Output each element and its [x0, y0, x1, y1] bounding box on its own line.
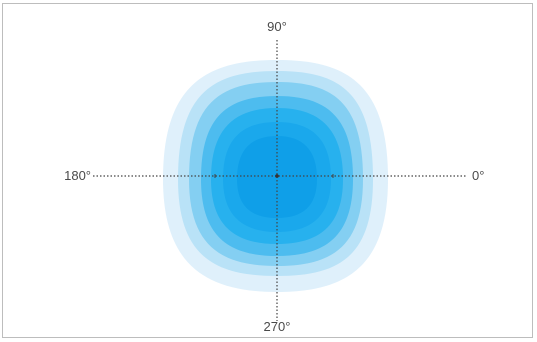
center-point	[275, 174, 279, 178]
label-270: 270°	[264, 319, 291, 334]
axes	[93, 40, 467, 321]
radiation-pattern-diagram: 90° 0° 270° 180°	[64, 19, 484, 334]
label-90: 90°	[267, 19, 287, 34]
label-180: 180°	[64, 168, 91, 183]
label-0: 0°	[472, 168, 484, 183]
diagram-frame: 90° 0° 270° 180°	[2, 3, 533, 338]
